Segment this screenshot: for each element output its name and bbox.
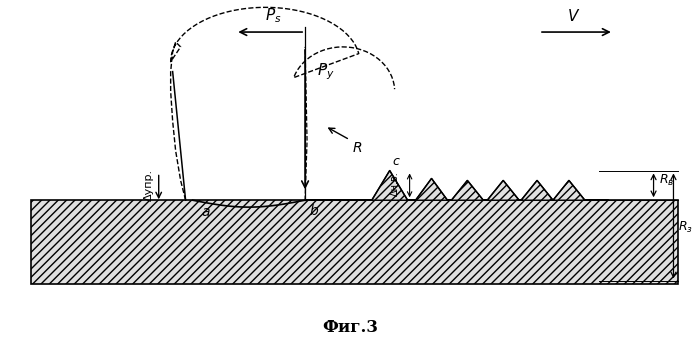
Text: b: b bbox=[309, 204, 318, 218]
Polygon shape bbox=[305, 170, 609, 200]
Polygon shape bbox=[31, 200, 679, 284]
Text: $R_в$: $R_в$ bbox=[658, 173, 674, 188]
Text: Фиг.3: Фиг.3 bbox=[322, 319, 378, 336]
Text: $R_з$: $R_з$ bbox=[679, 220, 693, 235]
Text: a: a bbox=[201, 205, 210, 219]
Text: R: R bbox=[353, 141, 363, 155]
Text: $P_y$: $P_y$ bbox=[317, 61, 335, 82]
Text: Δн.в.: Δн.в. bbox=[389, 171, 400, 196]
Text: $V$: $V$ bbox=[568, 8, 581, 24]
Text: $P_s$: $P_s$ bbox=[265, 7, 282, 25]
Text: c: c bbox=[393, 155, 400, 168]
Text: Δупр.: Δупр. bbox=[144, 169, 154, 201]
